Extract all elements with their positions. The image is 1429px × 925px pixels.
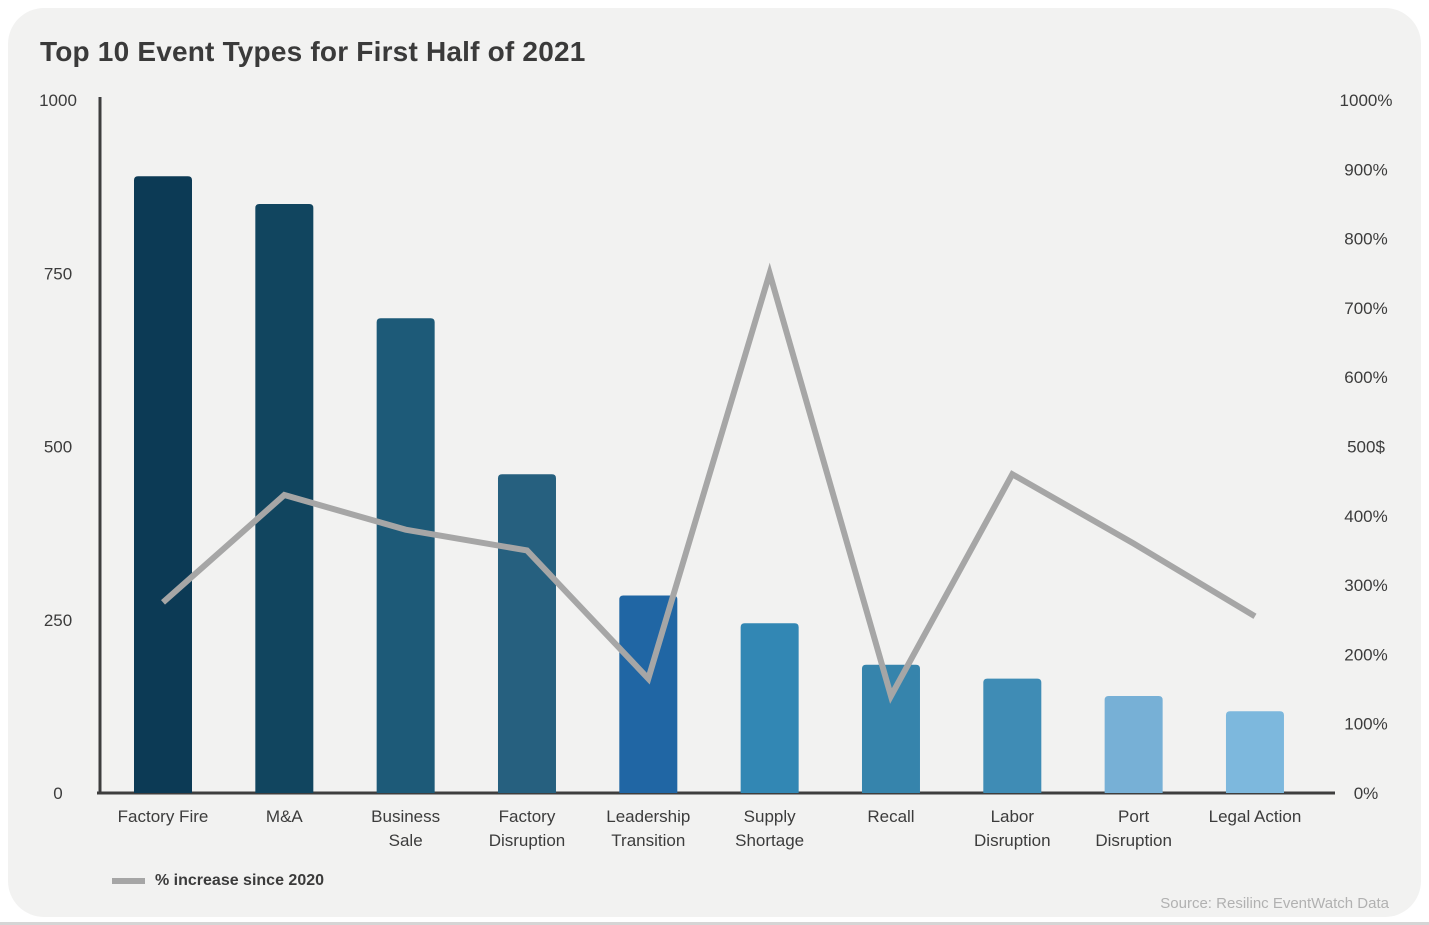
category-label: Factory Fire — [118, 807, 209, 826]
right-axis-tick-label: 700% — [1344, 299, 1387, 318]
bar-supply-shortage — [740, 623, 799, 793]
bar-labor-disruption — [983, 678, 1042, 793]
legend-label: % increase since 2020 — [155, 872, 325, 889]
bar-business-sale — [376, 318, 435, 793]
category-label: Factory — [499, 807, 556, 826]
line-series-swatch-icon — [112, 878, 145, 884]
right-axis-tick-label: 0% — [1354, 784, 1379, 803]
category-label: Disruption — [974, 831, 1051, 850]
right-axis-tick-label: 900% — [1344, 160, 1387, 179]
right-axis-tick-label: 800% — [1344, 230, 1387, 249]
right-axis-tick-label: 200% — [1344, 645, 1387, 664]
right-axis-tick-label: 500$ — [1347, 438, 1385, 457]
window-bottom-border — [0, 922, 1429, 925]
left-axis-tick-label: 750 — [44, 264, 72, 283]
category-label: Transition — [611, 831, 685, 850]
right-axis-tick-label: 600% — [1344, 368, 1387, 387]
category-label: Legal Action — [1209, 807, 1302, 826]
bar-factory-fire — [134, 176, 192, 794]
bar-factory-disruption — [497, 474, 556, 793]
bar-legal-action — [1225, 711, 1284, 793]
source-attribution: Source: Resilinc EventWatch Data — [1160, 895, 1389, 912]
category-label: M&A — [266, 807, 304, 826]
left-axis-tick-label: 1000 — [39, 91, 77, 110]
left-axis-tick-label: 0 — [53, 784, 62, 803]
left-axis-tick-label: 500 — [44, 438, 72, 457]
category-label: Labor — [991, 807, 1035, 826]
right-axis-tick-label: 1000% — [1340, 91, 1393, 110]
category-label: Recall — [867, 807, 914, 826]
legend: % increase since 2020 — [112, 872, 324, 890]
category-label: Shortage — [735, 831, 804, 850]
category-label: Port — [1118, 807, 1149, 826]
bar-recall — [861, 664, 920, 793]
category-label: Disruption — [1095, 831, 1172, 850]
category-label: Business — [371, 807, 440, 826]
right-axis-tick-label: 100% — [1344, 715, 1387, 734]
category-label: Supply — [744, 807, 796, 826]
pct-increase-line — [161, 262, 1257, 704]
bar-leadership-transition — [619, 595, 678, 793]
left-axis-tick-label: 250 — [44, 611, 72, 630]
right-axis-tick-label: 300% — [1344, 576, 1387, 595]
bar-port-disruption — [1104, 695, 1163, 793]
chart-title: Top 10 Event Types for First Half of 202… — [40, 36, 586, 67]
category-label: Sale — [389, 831, 423, 850]
right-axis-tick-label: 400% — [1344, 507, 1387, 526]
category-label: Disruption — [489, 831, 566, 850]
category-label: Leadership — [606, 807, 690, 826]
